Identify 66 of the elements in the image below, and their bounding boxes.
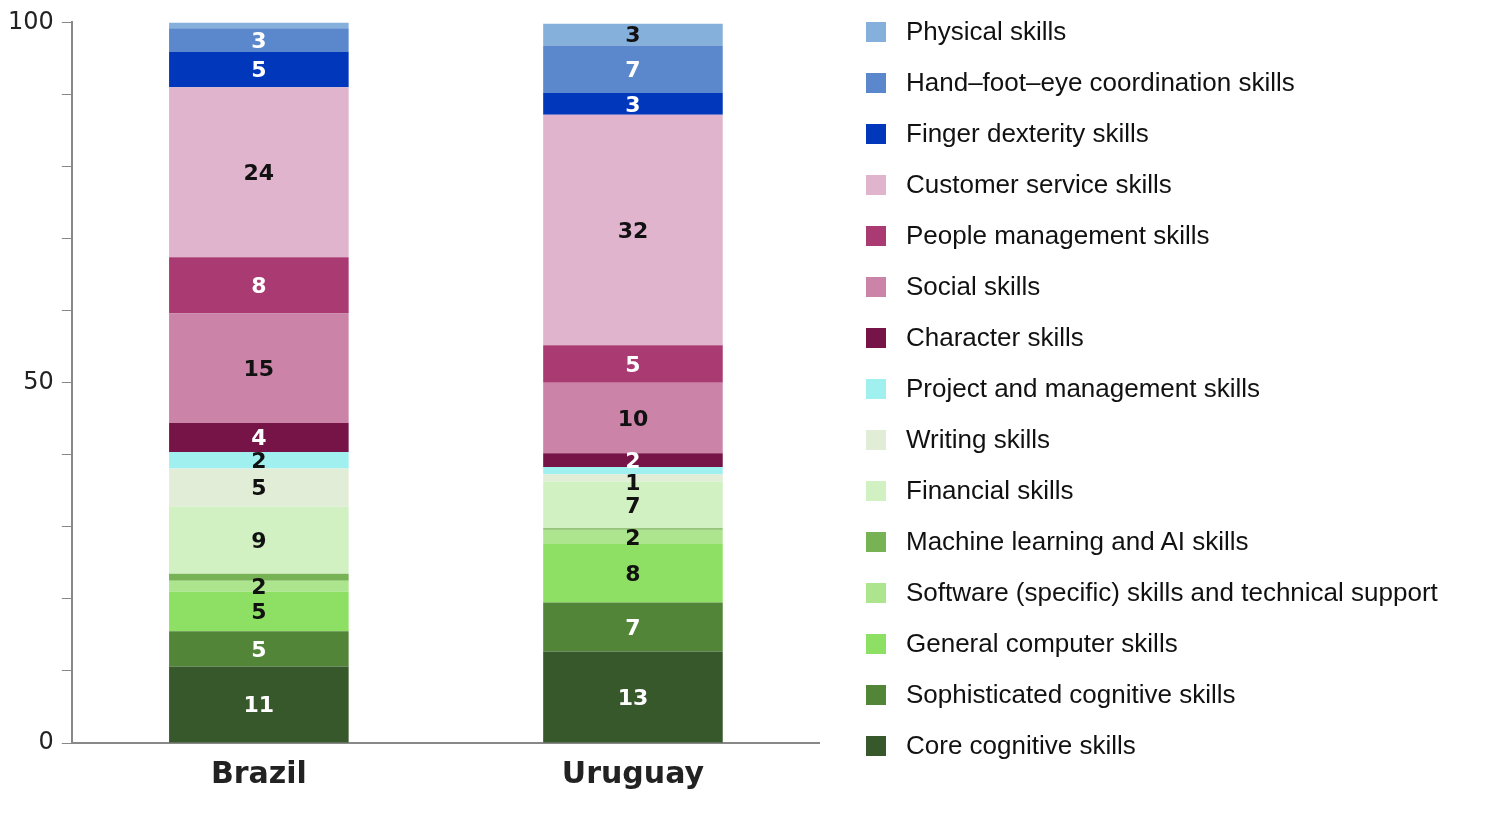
bar bbox=[543, 602, 723, 652]
legend-label: Financial skills bbox=[906, 475, 1074, 506]
bar bbox=[543, 23, 723, 46]
bar bbox=[169, 257, 349, 314]
bar bbox=[543, 467, 723, 475]
bar bbox=[543, 529, 723, 545]
data-label: 24 bbox=[243, 160, 275, 185]
bar bbox=[169, 580, 349, 592]
legend-label: Finger dexterity skills bbox=[906, 118, 1149, 149]
bar bbox=[169, 666, 349, 743]
data-label: 5 bbox=[251, 599, 267, 625]
data-label: 3 bbox=[625, 91, 641, 117]
bar bbox=[543, 93, 723, 115]
legend-label: General computer skills bbox=[906, 628, 1178, 659]
x-tick-label: Brazil bbox=[210, 754, 307, 790]
bar bbox=[169, 631, 349, 667]
data-label: 7 bbox=[625, 56, 641, 82]
legend-label: Social skills bbox=[906, 271, 1041, 302]
data-label: 7 bbox=[625, 492, 641, 518]
data-label: 2 bbox=[625, 524, 641, 550]
y-tick-label: 0 bbox=[38, 727, 54, 756]
bar bbox=[543, 382, 723, 454]
data-label: 2 bbox=[251, 573, 267, 599]
legend-label: Software (specific) skills and technical support bbox=[906, 577, 1438, 608]
data-label: 10 bbox=[617, 405, 649, 431]
bar bbox=[169, 51, 349, 88]
bar bbox=[543, 45, 723, 94]
data-label: 8 bbox=[251, 273, 267, 299]
bar bbox=[169, 87, 349, 258]
data-label: 7 bbox=[625, 614, 641, 640]
bar bbox=[169, 313, 349, 424]
y-tick-label: 50 bbox=[23, 366, 54, 395]
bar bbox=[543, 345, 723, 383]
data-label: 5 bbox=[251, 636, 267, 662]
legend-label: Core cognitive skills bbox=[906, 730, 1136, 761]
data-label: 5 bbox=[625, 351, 641, 377]
bar bbox=[169, 451, 349, 469]
legend-label: Customer service skills bbox=[906, 169, 1172, 200]
data-label: 15 bbox=[243, 356, 275, 382]
data-label: 32 bbox=[617, 217, 649, 243]
bar bbox=[169, 506, 349, 574]
data-label: 9 bbox=[251, 527, 267, 553]
data-label: 13 bbox=[617, 684, 649, 710]
legend-label: People management skills bbox=[906, 220, 1210, 251]
bar bbox=[169, 28, 349, 52]
legend-label: Physical skills bbox=[906, 16, 1067, 47]
data-label: 5 bbox=[251, 57, 267, 83]
bar bbox=[543, 651, 723, 743]
data-label: 11 bbox=[243, 692, 275, 718]
legend-label: Project and management skills bbox=[906, 373, 1261, 404]
data-label: 5 bbox=[251, 475, 267, 501]
bar bbox=[169, 423, 349, 452]
bar bbox=[543, 114, 723, 346]
data-label: 3 bbox=[251, 27, 267, 53]
x-tick-label: Uruguay bbox=[561, 754, 705, 790]
legend-label: Writing skills bbox=[906, 424, 1050, 455]
data-label: 8 bbox=[625, 561, 641, 587]
legend-label: Character skills bbox=[906, 322, 1084, 353]
bar bbox=[169, 468, 349, 507]
data-label: 3 bbox=[625, 22, 641, 48]
bar bbox=[543, 453, 723, 468]
legend-label: Hand–foot–eye coordination skills bbox=[906, 67, 1295, 98]
legend-label: Sophisticated cognitive skills bbox=[906, 679, 1236, 710]
y-tick-label: 100 bbox=[8, 6, 54, 35]
bar bbox=[543, 544, 723, 603]
legend-label: Machine learning and AI skills bbox=[906, 526, 1249, 557]
